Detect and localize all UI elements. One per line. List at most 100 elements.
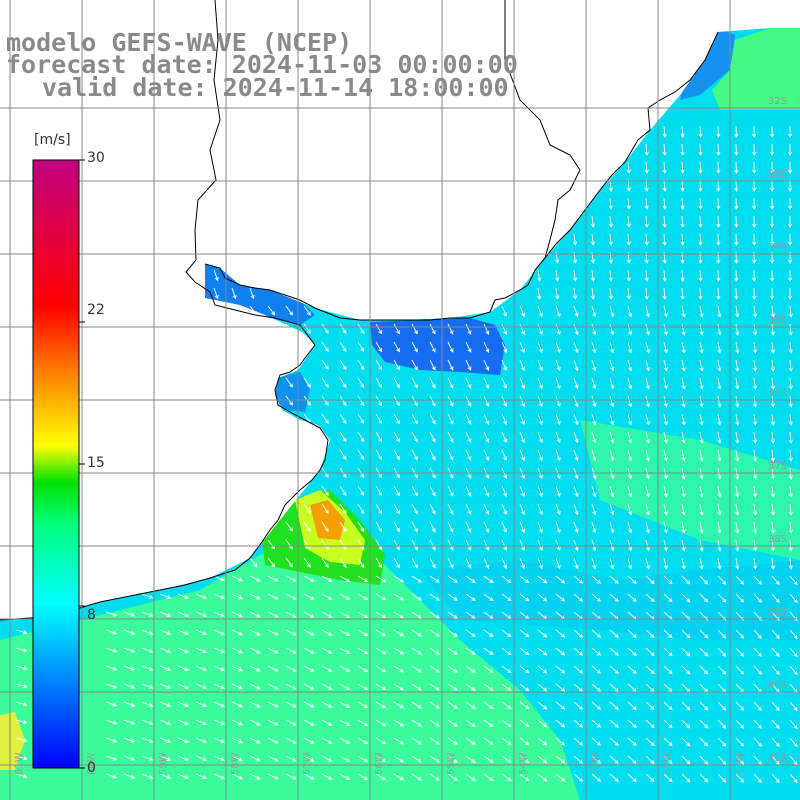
wind-arrow (735, 359, 739, 371)
wind-arrow-head (274, 721, 279, 726)
wind-arrow (465, 341, 472, 353)
wind-arrow (663, 449, 667, 461)
wind-arrow (627, 629, 637, 638)
wind-arrow-head (722, 706, 727, 711)
wind-arrow-head (753, 313, 758, 318)
wind-arrow-head (556, 546, 561, 552)
wind-arrow-head (256, 595, 261, 600)
wind-arrow (249, 773, 261, 780)
wind-arrow-head (471, 686, 476, 691)
wind-arrow (609, 359, 614, 371)
wind-arrow (447, 323, 454, 335)
wind-arrow-head (632, 651, 637, 657)
wind-arrow-head (292, 577, 297, 582)
wind-arrow-head (645, 367, 651, 372)
wind-arrow-head (324, 347, 329, 352)
wind-arrow (285, 647, 297, 654)
wind-arrow (411, 503, 418, 514)
wind-arrow-head (489, 741, 494, 746)
wind-arrow-head (485, 510, 490, 515)
wind-arrow (735, 377, 739, 389)
wind-arrow (123, 611, 135, 617)
wind-arrow (645, 179, 648, 192)
wind-arrow (105, 773, 117, 779)
wind-arrow-head (793, 724, 798, 730)
wind-arrow (609, 593, 619, 602)
wind-arrow (681, 233, 684, 246)
wind-arrow-head (753, 367, 758, 372)
wind-arrow-head (489, 759, 494, 764)
wind-arrow-head (626, 223, 631, 228)
wind-arrow (681, 701, 691, 711)
wind-arrow (519, 539, 525, 551)
colorbar-label-15: 15 (87, 455, 105, 471)
wind-arrow (249, 593, 261, 600)
wind-arrow (267, 755, 279, 762)
wind-arrow-head (342, 509, 347, 515)
wind-arrow-head (238, 703, 243, 708)
wind-arrow (663, 125, 666, 138)
wind-arrow-head (686, 670, 691, 675)
lon-label: 55W (446, 752, 457, 775)
wind-arrow-head (521, 546, 525, 552)
wind-arrow (375, 755, 386, 763)
wind-arrow-head (596, 669, 601, 674)
wind-arrow-head (289, 527, 293, 532)
wind-arrow-head (417, 704, 422, 709)
wind-arrow-head (663, 547, 668, 552)
wind-arrow (303, 665, 314, 672)
wind-arrow (519, 737, 529, 746)
wind-arrow (753, 719, 762, 729)
wind-arrow-head (556, 312, 561, 318)
wind-arrow (15, 683, 27, 688)
wind-arrow (177, 665, 189, 671)
wind-arrow-head (608, 205, 613, 210)
wind-arrow-head (345, 686, 351, 690)
wind-arrow-head (342, 365, 347, 371)
wind-arrow-head (503, 438, 508, 443)
wind-arrow-head (716, 241, 721, 246)
border-river (504, 0, 581, 259)
wind-arrow-head (202, 595, 207, 600)
wind-arrow-head (561, 597, 566, 602)
wind-arrow-head (202, 613, 207, 618)
wind-arrow-head (699, 511, 704, 516)
wind-arrow-head (507, 723, 512, 728)
wind-arrow-head (324, 491, 329, 496)
wind-arrow (663, 143, 666, 156)
wind-arrow (339, 737, 350, 744)
wind-arrow-head (543, 723, 548, 728)
wind-arrow-head (699, 493, 704, 498)
wind-arrow (753, 305, 756, 317)
wind-arrow-head (435, 614, 440, 619)
wind-arrow-head (757, 706, 763, 711)
wind-arrow (609, 755, 619, 764)
wind-arrow (339, 485, 347, 496)
wind-arrow-head (324, 473, 329, 478)
wind-arrow (537, 647, 547, 656)
wind-arrow-head (757, 724, 763, 729)
wind-arrow (573, 431, 578, 443)
wind-arrow-head (770, 385, 776, 390)
wind-arrow-head (378, 329, 383, 335)
wind-arrow-head (310, 686, 315, 690)
wind-arrow (645, 557, 650, 569)
lon-label: 56W (374, 752, 385, 775)
wind-arrow-head (431, 456, 436, 461)
wind-arrow (789, 485, 792, 497)
wind-arrow (717, 377, 721, 389)
lon-label: 61W (14, 752, 25, 775)
wind-arrow-head (716, 223, 721, 228)
wind-arrow (249, 647, 261, 654)
wind-arrow (537, 557, 543, 569)
wind-arrow (393, 539, 400, 550)
wind-arrow (591, 737, 601, 746)
wind-arrow (609, 233, 612, 245)
wind-arrow-head (489, 579, 494, 584)
wind-arrow (789, 449, 792, 461)
lat-label: 35S (768, 315, 787, 326)
wind-arrow (375, 719, 386, 727)
wind-arrow (663, 665, 673, 674)
wind-arrow (123, 719, 135, 725)
